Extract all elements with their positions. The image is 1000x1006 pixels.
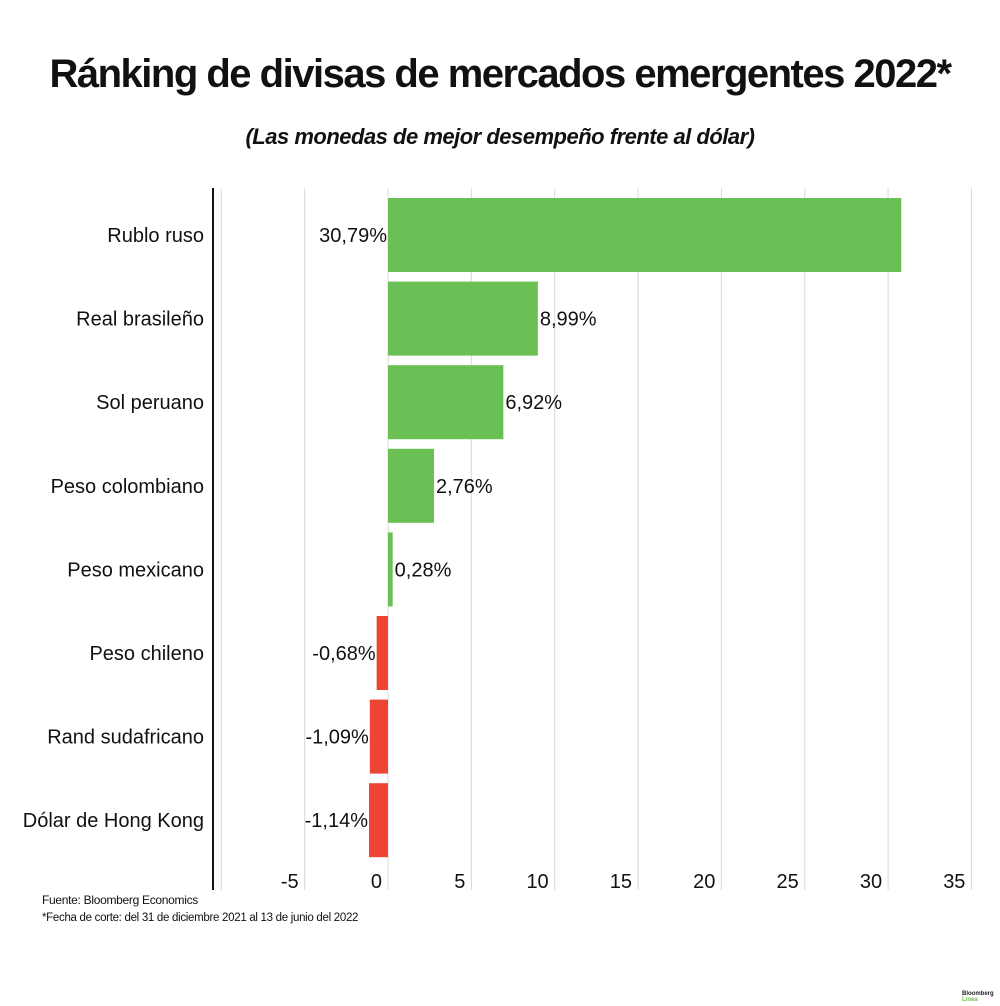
x-tick-label: 35 [943,871,965,893]
x-tick-label: 10 [526,871,548,893]
category-label: Peso chileno [89,643,204,665]
x-tick-label: 5 [454,871,465,893]
data-label: -1,09% [305,727,369,749]
category-label: Sol peruano [96,392,204,414]
category-label: Peso colombiano [51,476,204,498]
x-tick-label: 30 [860,871,882,893]
data-label: 8,99% [540,309,597,331]
category-label: Dólar de Hong Kong [23,810,204,832]
category-label: Rublo ruso [107,225,204,247]
x-tick-label: 20 [693,871,715,893]
bar [369,699,388,774]
category-label: Real brasileño [76,309,204,331]
data-label: 30,79% [319,225,387,247]
category-label: Rand sudafricano [47,727,204,749]
data-label: 6,92% [505,392,562,414]
chart-title: Ránking de divisas de mercados emergente… [49,52,952,96]
bar [388,532,393,607]
bar [388,281,538,356]
data-label: 2,76% [436,476,493,498]
source-note: Fuente: Bloomberg Economics [42,893,198,907]
bar [388,448,435,523]
category-label: Peso mexicano [67,559,204,581]
chart-subtitle: (Las monedas de mejor desempeño frente a… [245,124,755,149]
bar [388,198,902,272]
date-note: *Fecha de corte: del 31 de diciembre 202… [42,912,359,924]
x-tick-label: 25 [777,871,799,893]
bloomberg-linea-logo: Bloomberg Línea [962,991,994,1003]
data-label: 0,28% [395,559,452,581]
data-label: -0,68% [312,643,376,665]
data-label: -1,14% [305,810,369,832]
x-tick-label: 15 [610,871,632,893]
bar [388,365,504,440]
bar [368,783,388,858]
x-tick-label: -5 [281,871,299,893]
x-tick-label: 0 [371,871,382,893]
bar [376,616,388,690]
